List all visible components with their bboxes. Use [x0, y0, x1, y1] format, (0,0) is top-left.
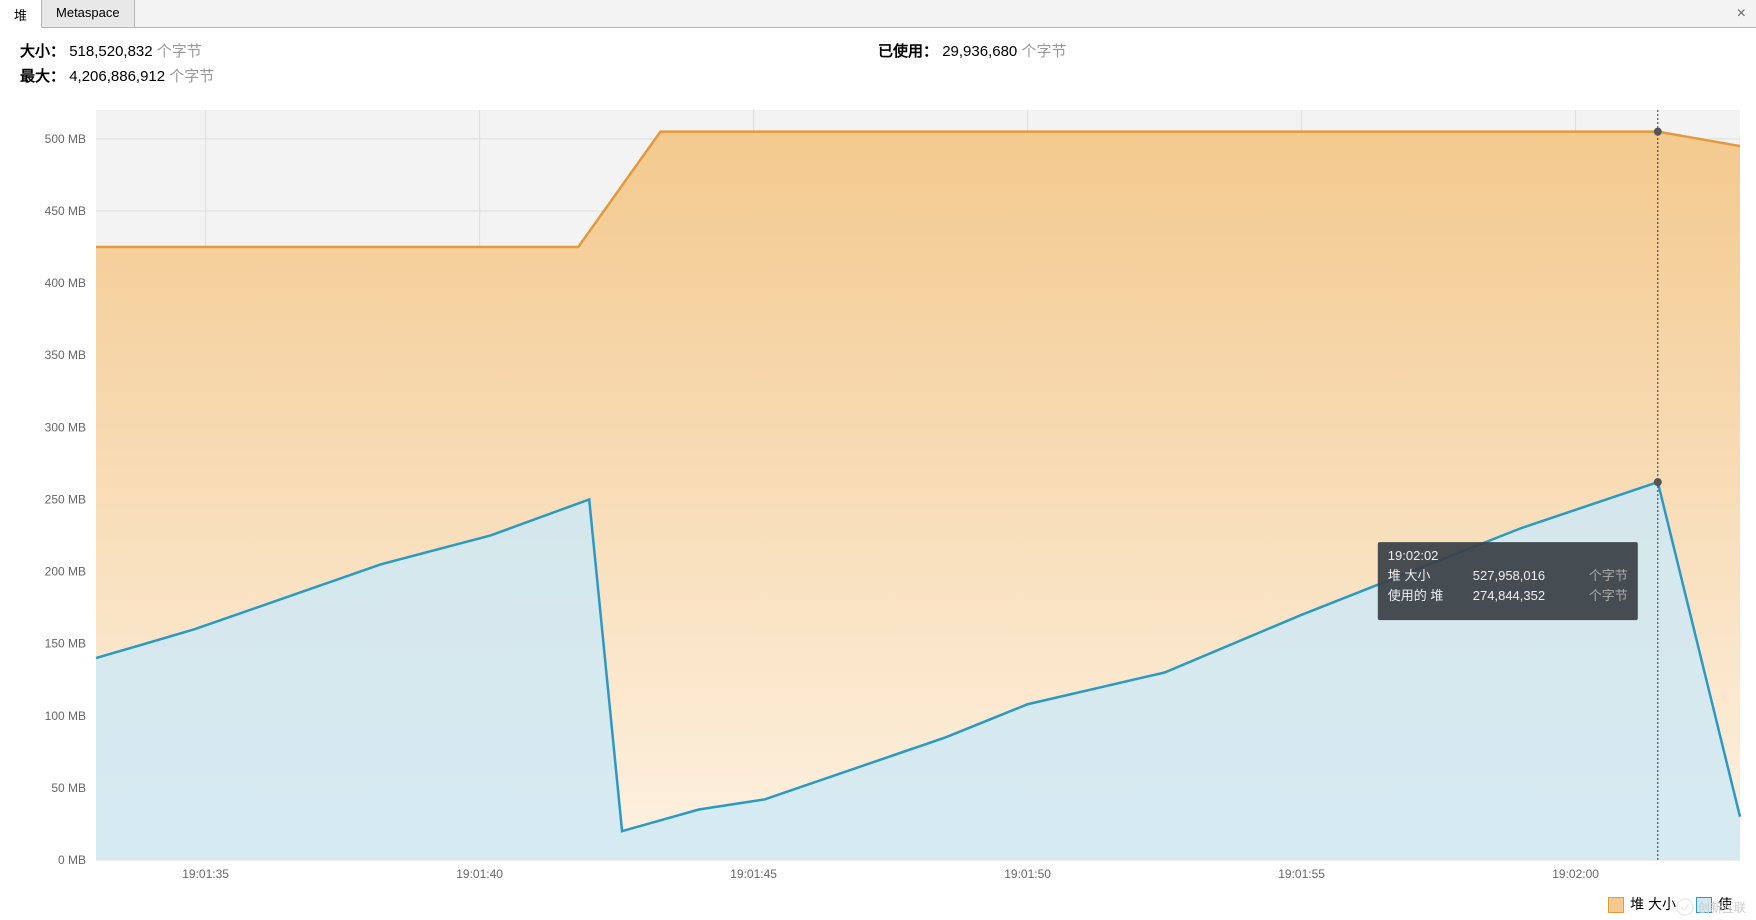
info-max-label: 最大：	[20, 68, 65, 85]
svg-text:使用的 堆: 使用的 堆	[1388, 588, 1444, 603]
close-icon[interactable]: ×	[1737, 5, 1746, 23]
svg-text:19:01:45: 19:01:45	[730, 867, 777, 880]
svg-text:50 MB: 50 MB	[51, 781, 86, 795]
tab-metaspace[interactable]: Metaspace	[42, 0, 135, 27]
svg-text:350 MB: 350 MB	[45, 348, 86, 362]
legend-swatch	[1696, 897, 1712, 913]
svg-text:0 MB: 0 MB	[58, 853, 86, 867]
tab-bar: 堆 Metaspace ×	[0, 0, 1756, 28]
svg-text:527,958,016: 527,958,016	[1473, 568, 1545, 583]
svg-text:300 MB: 300 MB	[45, 420, 86, 434]
legend-item-used[interactable]: 使	[1696, 894, 1732, 914]
svg-text:19:02:00: 19:02:00	[1552, 867, 1599, 880]
svg-text:450 MB: 450 MB	[45, 204, 86, 218]
info-used-label: 已使用：	[878, 43, 938, 60]
svg-text:19:01:50: 19:01:50	[1004, 867, 1051, 880]
svg-text:堆 大小: 堆 大小	[1388, 568, 1431, 583]
svg-text:19:01:35: 19:01:35	[182, 867, 229, 880]
legend-label: 使	[1718, 896, 1732, 912]
chart-legend: 堆 大小 使	[1608, 894, 1732, 914]
chart-container: 0 MB 50 MB 100 MB 150 MB 200 MB 250 MB 300 MB 3…	[0, 110, 1756, 880]
svg-text:个字节: 个字节	[1589, 568, 1628, 583]
info-panel: 大小： 518,520,832 个字节 最大： 4,206,886,912 个字…	[0, 28, 1756, 96]
tab-label: Metaspace	[56, 5, 120, 20]
svg-text:19:02:02: 19:02:02	[1388, 548, 1439, 563]
svg-text:19:01:55: 19:01:55	[1278, 867, 1325, 880]
svg-text:250 MB: 250 MB	[45, 492, 86, 506]
svg-text:个字节: 个字节	[1589, 588, 1628, 603]
info-size-label: 大小：	[20, 43, 65, 60]
legend-label: 堆 大小	[1630, 896, 1676, 912]
svg-text:400 MB: 400 MB	[45, 276, 86, 290]
svg-text:100 MB: 100 MB	[45, 709, 86, 723]
info-max: 最大： 4,206,886,912 个字节	[20, 65, 878, 86]
info-used-unit: 个字节	[1021, 43, 1066, 60]
legend-swatch	[1608, 897, 1624, 913]
tab-label: 堆	[14, 8, 27, 23]
info-size-value: 518,520,832	[69, 43, 152, 60]
heap-chart[interactable]: 0 MB 50 MB 100 MB 150 MB 200 MB 250 MB 300 MB 3…	[0, 110, 1756, 880]
info-size: 大小： 518,520,832 个字节	[20, 40, 878, 61]
legend-item-size[interactable]: 堆 大小	[1608, 894, 1676, 914]
info-used: 已使用： 29,936,680 个字节	[878, 40, 1736, 61]
svg-text:150 MB: 150 MB	[45, 637, 86, 651]
svg-text:274,844,352: 274,844,352	[1473, 588, 1545, 603]
info-max-value: 4,206,886,912	[69, 68, 165, 85]
tab-heap[interactable]: 堆	[0, 0, 42, 28]
svg-text:200 MB: 200 MB	[45, 565, 86, 579]
svg-text:19:01:40: 19:01:40	[456, 867, 503, 880]
info-used-value: 29,936,680	[942, 43, 1017, 60]
svg-text:500 MB: 500 MB	[45, 132, 86, 146]
info-size-unit: 个字节	[157, 43, 202, 60]
info-max-unit: 个字节	[169, 68, 214, 85]
